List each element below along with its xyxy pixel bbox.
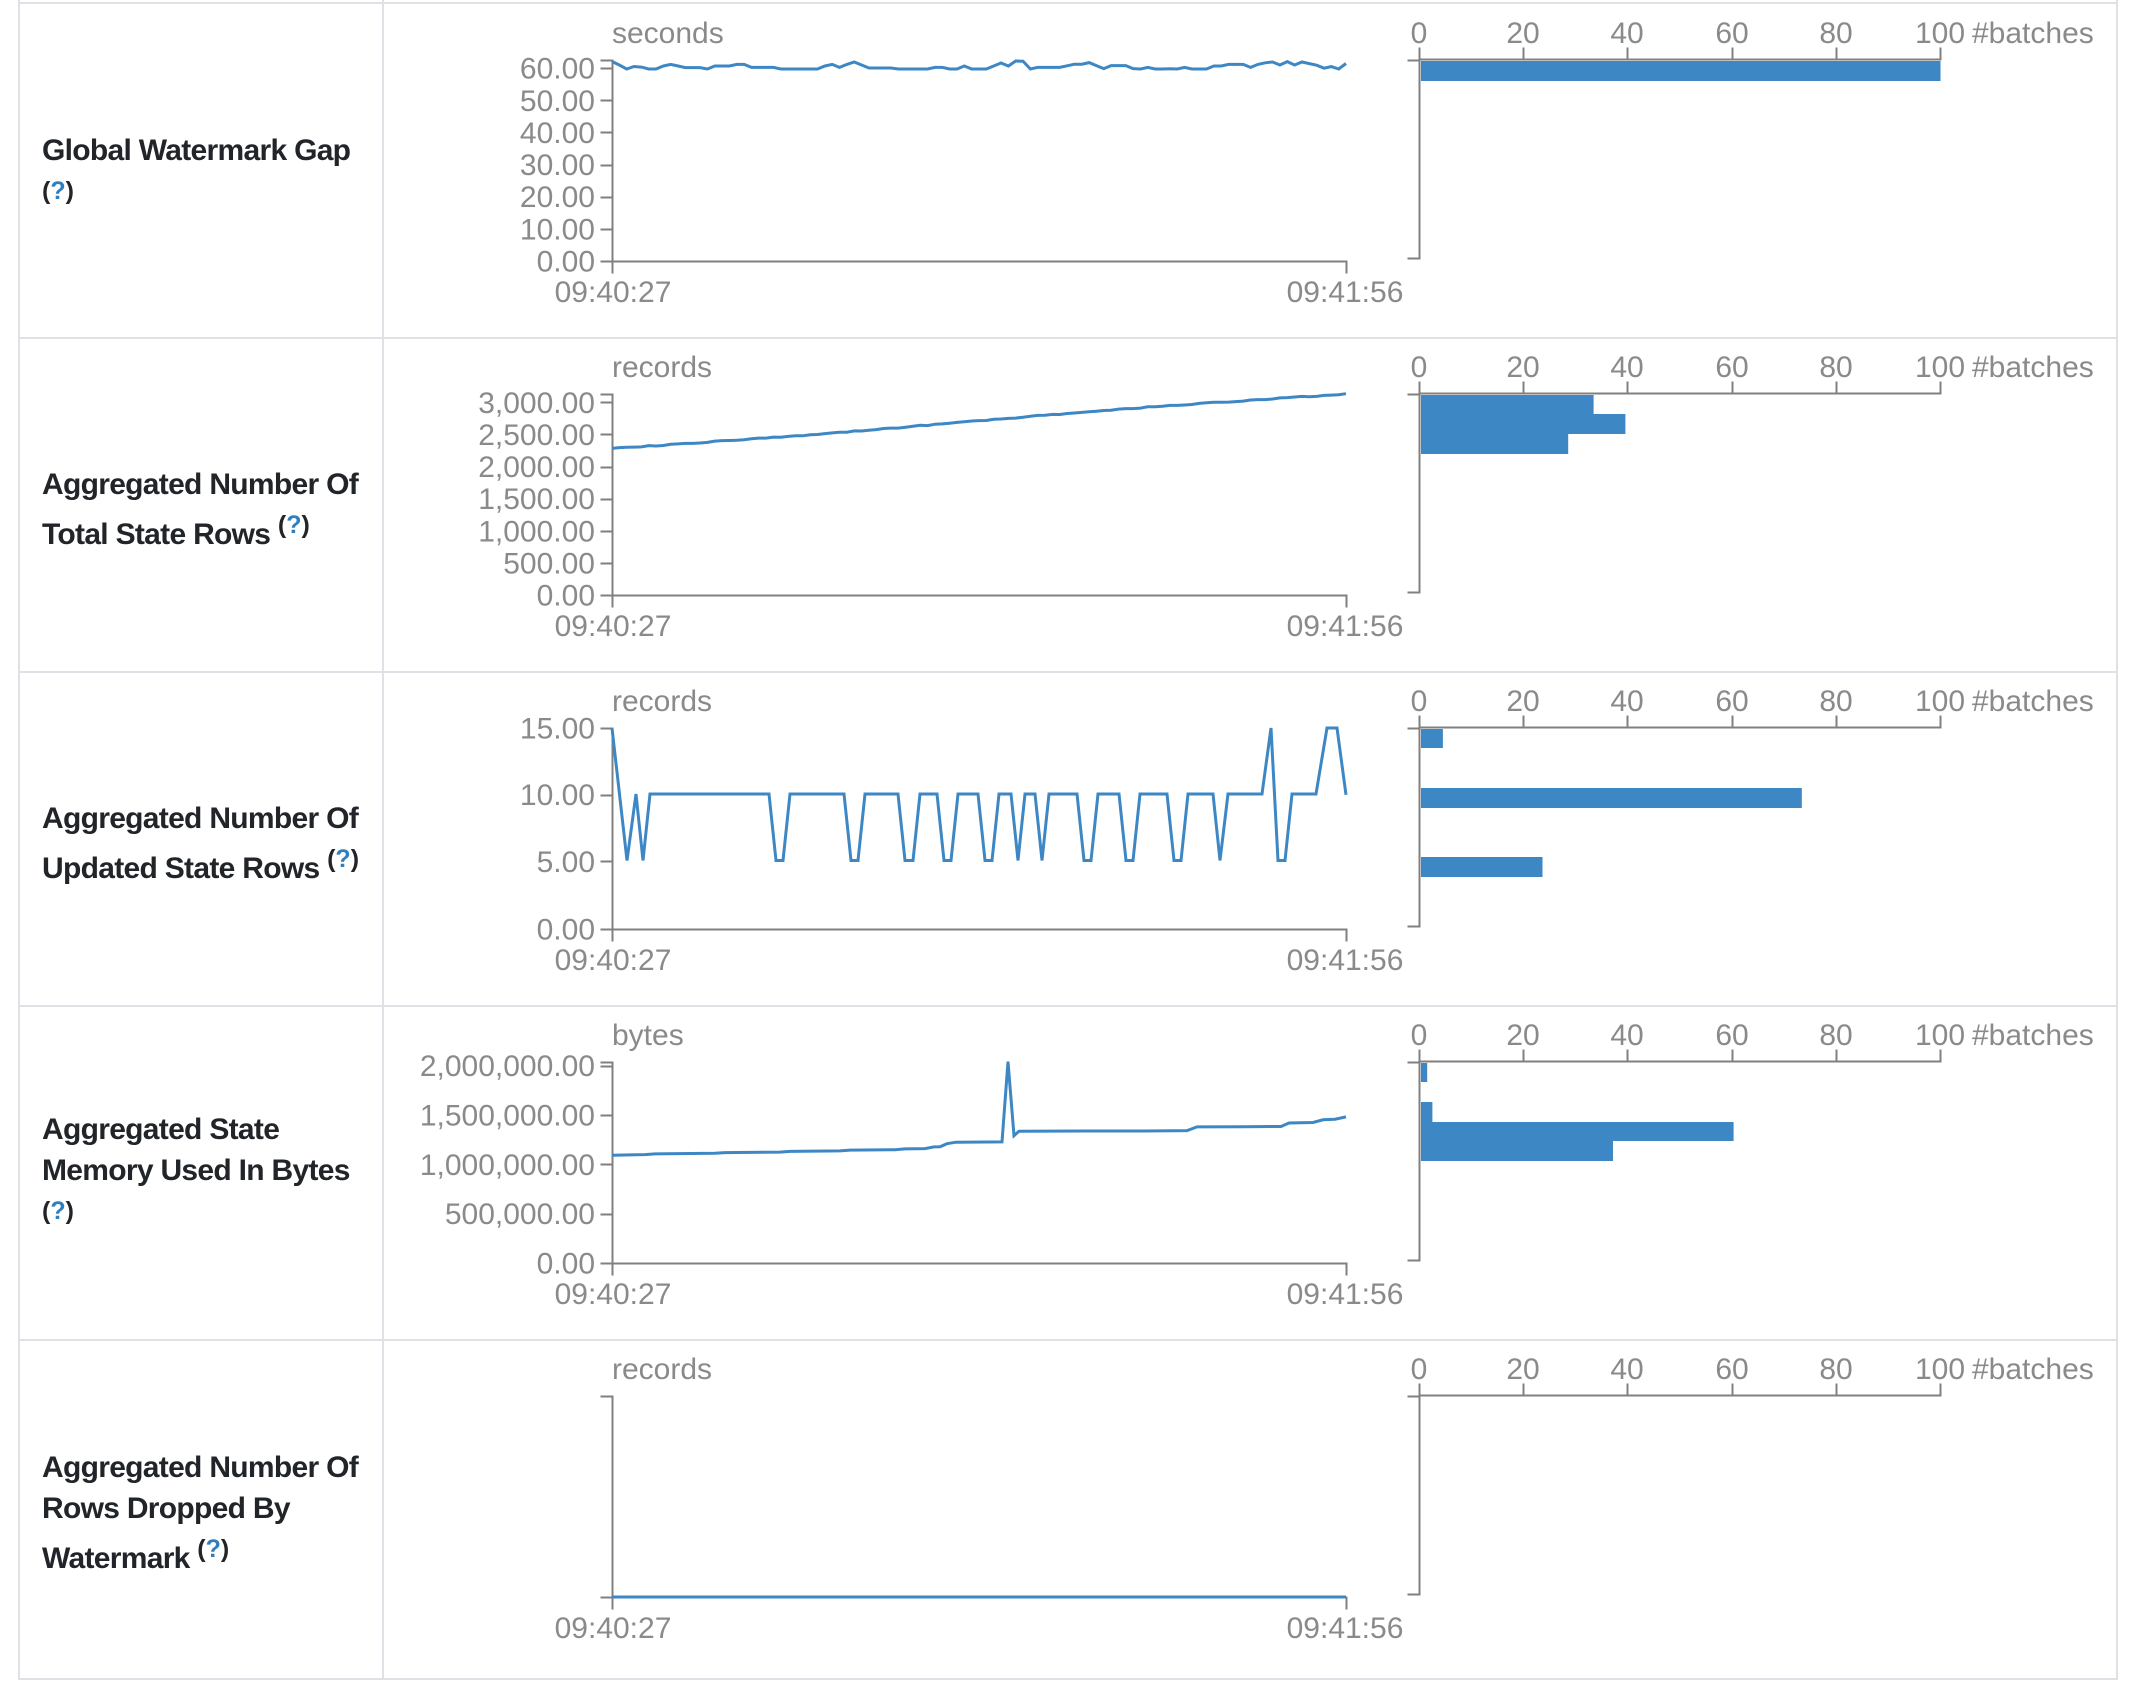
svg-text:80: 80 (1819, 685, 1852, 718)
svg-text:60: 60 (1715, 685, 1748, 718)
svg-text:09:40:27: 09:40:27 (555, 944, 672, 977)
svg-text:09:41:56: 09:41:56 (1287, 944, 1404, 977)
svg-text:0.00: 0.00 (537, 914, 595, 947)
svg-text:40: 40 (1610, 1353, 1643, 1386)
svg-text:10.00: 10.00 (520, 213, 595, 246)
svg-text:10.00: 10.00 (520, 779, 595, 812)
svg-text:100: 100 (1915, 17, 1965, 50)
svg-text:09:41:56: 09:41:56 (1287, 1278, 1404, 1311)
svg-text:2,000,000.00: 2,000,000.00 (420, 1050, 595, 1083)
svg-text:20.00: 20.00 (520, 181, 595, 214)
svg-text:09:41:56: 09:41:56 (1287, 276, 1404, 309)
svg-text:30.00: 30.00 (520, 149, 595, 182)
svg-text:20: 20 (1506, 1019, 1539, 1052)
svg-text:3,000.00: 3,000.00 (478, 387, 595, 420)
svg-text:1,500,000.00: 1,500,000.00 (420, 1100, 595, 1133)
svg-text:#batches: #batches (1972, 1353, 2094, 1386)
svg-text:#batches: #batches (1972, 351, 2094, 384)
svg-text:60: 60 (1715, 1353, 1748, 1386)
svg-text:20: 20 (1506, 351, 1539, 384)
svg-text:80: 80 (1819, 1019, 1852, 1052)
svg-text:100: 100 (1915, 685, 1965, 718)
svg-text:40: 40 (1610, 685, 1643, 718)
svg-text:0: 0 (1411, 351, 1428, 384)
svg-text:40.00: 40.00 (520, 117, 595, 150)
svg-text:60: 60 (1715, 1019, 1748, 1052)
svg-text:80: 80 (1819, 351, 1852, 384)
svg-text:60: 60 (1715, 351, 1748, 384)
svg-text:0: 0 (1411, 17, 1428, 50)
svg-text:100: 100 (1915, 1019, 1965, 1052)
svg-text:0: 0 (1411, 1019, 1428, 1052)
svg-text:09:41:56: 09:41:56 (1287, 1612, 1404, 1645)
svg-text:5.00: 5.00 (537, 846, 595, 879)
svg-text:09:40:27: 09:40:27 (555, 276, 672, 309)
svg-text:0.00: 0.00 (537, 580, 595, 613)
svg-text:80: 80 (1819, 17, 1852, 50)
svg-text:100: 100 (1915, 351, 1965, 384)
svg-text:09:40:27: 09:40:27 (555, 1612, 672, 1645)
svg-text:50.00: 50.00 (520, 85, 595, 118)
svg-text:2,000.00: 2,000.00 (478, 451, 595, 484)
svg-text:80: 80 (1819, 1353, 1852, 1386)
svg-text:60.00: 60.00 (520, 53, 595, 86)
svg-text:0.00: 0.00 (537, 246, 595, 279)
svg-text:40: 40 (1610, 351, 1643, 384)
svg-text:1,500.00: 1,500.00 (478, 483, 595, 516)
svg-text:0.00: 0.00 (537, 1248, 595, 1281)
svg-text:0: 0 (1411, 685, 1428, 718)
svg-text:15.00: 15.00 (520, 713, 595, 746)
svg-text:records: records (612, 1353, 712, 1386)
svg-text:20: 20 (1506, 17, 1539, 50)
svg-text:#batches: #batches (1972, 17, 2094, 50)
svg-text:40: 40 (1610, 17, 1643, 50)
svg-text:1,000.00: 1,000.00 (478, 515, 595, 548)
svg-text:500.00: 500.00 (503, 547, 595, 580)
svg-text:60: 60 (1715, 17, 1748, 50)
svg-text:09:41:56: 09:41:56 (1287, 610, 1404, 643)
svg-text:#batches: #batches (1972, 685, 2094, 718)
svg-text:records: records (612, 685, 712, 718)
svg-text:0: 0 (1411, 1353, 1428, 1386)
svg-text:40: 40 (1610, 1019, 1643, 1052)
svg-text:09:40:27: 09:40:27 (555, 1278, 672, 1311)
svg-text:100: 100 (1915, 1353, 1965, 1386)
svg-text:20: 20 (1506, 1353, 1539, 1386)
svg-text:bytes: bytes (612, 1019, 684, 1052)
svg-text:20: 20 (1506, 685, 1539, 718)
svg-text:records: records (612, 351, 712, 384)
svg-text:09:40:27: 09:40:27 (555, 610, 672, 643)
svg-text:#batches: #batches (1972, 1019, 2094, 1052)
svg-text:2,500.00: 2,500.00 (478, 419, 595, 452)
svg-text:seconds: seconds (612, 17, 724, 50)
svg-text:500,000.00: 500,000.00 (445, 1198, 595, 1231)
svg-text:1,000,000.00: 1,000,000.00 (420, 1149, 595, 1182)
